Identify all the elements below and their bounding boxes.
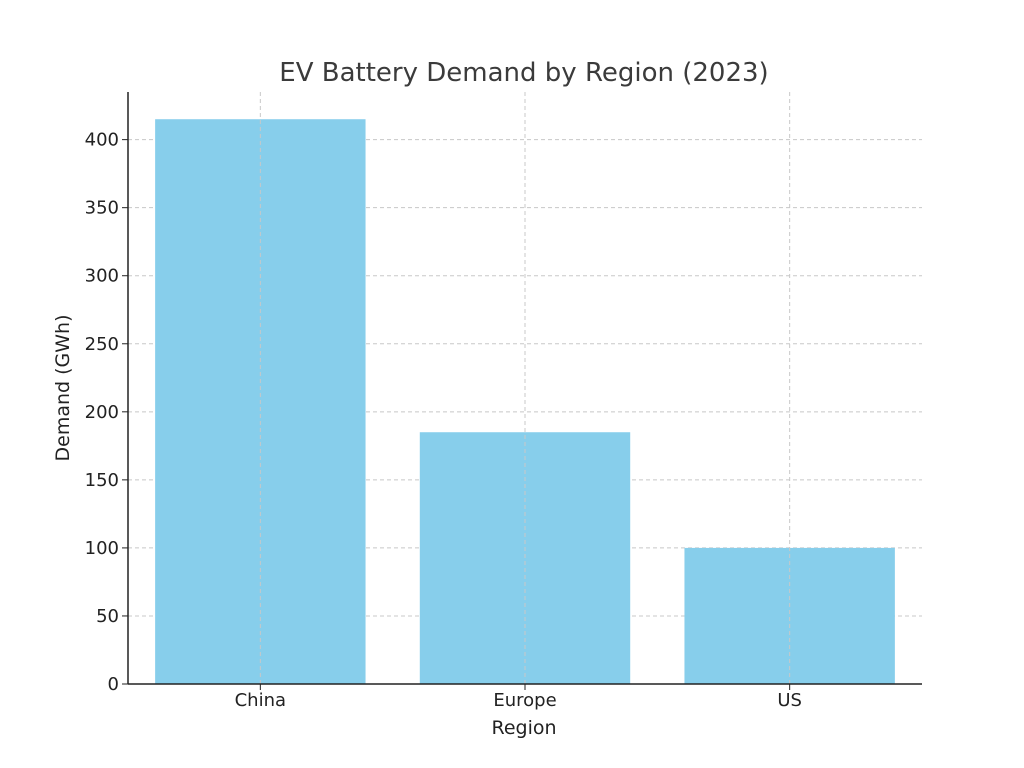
y-ticks: 0 50 100 150 200 250 300 350 400 — [85, 130, 128, 695]
x-tick-label: China — [235, 690, 286, 711]
y-tick-label: 100 — [85, 538, 119, 559]
x-axis-label: Region — [491, 717, 556, 739]
y-tick-label: 250 — [85, 334, 119, 355]
x-tick-label: Europe — [493, 690, 556, 711]
chart-title: EV Battery Demand by Region (2023) — [279, 58, 768, 88]
x-tick-label: US — [777, 690, 802, 711]
y-tick-label: 350 — [85, 198, 119, 219]
bar-europe — [419, 432, 631, 684]
y-tick-label: 50 — [96, 606, 119, 627]
y-tick-label: 400 — [85, 130, 119, 151]
y-tick-label: 200 — [85, 402, 119, 423]
bars — [155, 92, 895, 685]
y-tick-label: 0 — [108, 674, 119, 695]
y-tick-label: 150 — [85, 470, 119, 491]
y-axis-label: Demand (GWh) — [52, 315, 74, 462]
y-tick-label: 300 — [85, 266, 119, 287]
x-ticks: China Europe US — [235, 684, 802, 711]
